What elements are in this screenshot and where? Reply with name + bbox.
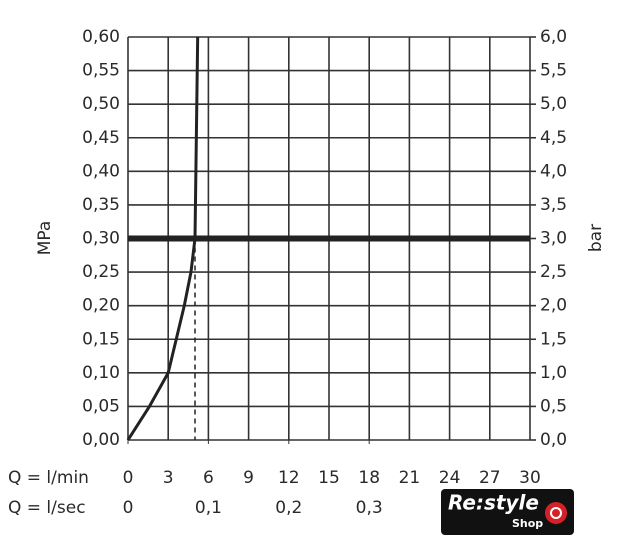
logo-icon-ring <box>550 507 562 519</box>
y2-tick-label: 1,0 <box>540 363 567 383</box>
x-tick-label: 0 <box>123 468 134 488</box>
y2-tick-label: 3,0 <box>540 229 567 249</box>
logo-icon <box>545 502 567 524</box>
x2-tick-label: 0 <box>123 498 134 518</box>
y-tick-label: 0,60 <box>82 27 120 47</box>
y2-tick-label: 2,0 <box>540 296 567 316</box>
x2-axis-label: Q = l/sec <box>8 498 86 518</box>
x-tick-label: 6 <box>203 468 214 488</box>
y-tick-label: 0,45 <box>82 128 120 148</box>
y-tick-label: 0,40 <box>82 161 120 181</box>
y2-tick-label: 1,5 <box>540 329 567 349</box>
x2-tick-label: 0,1 <box>195 498 222 518</box>
x-tick-label: 9 <box>243 468 254 488</box>
y-tick-label: 0,35 <box>82 195 120 215</box>
x-tick-label: 21 <box>399 468 421 488</box>
y-tick-label: 0,55 <box>82 61 120 81</box>
y2-tick-label: 5,5 <box>540 61 567 81</box>
y-tick-label: 0,05 <box>82 396 120 416</box>
x-tick-label: 18 <box>358 468 380 488</box>
y2-tick-label: 4,5 <box>540 128 567 148</box>
x2-tick-label: 0,2 <box>275 498 302 518</box>
y2-tick-label: 2,5 <box>540 262 567 282</box>
y-tick-label: 0,00 <box>82 430 120 450</box>
x-tick-label: 12 <box>278 468 300 488</box>
y2-tick-label: 6,0 <box>540 27 567 47</box>
y-tick-label: 0,10 <box>82 363 120 383</box>
y2-tick-label: 5,0 <box>540 94 567 114</box>
y2-tick-label: 0,0 <box>540 430 567 450</box>
x-tick-label: 30 <box>519 468 541 488</box>
y2-tick-label: 0,5 <box>540 396 567 416</box>
logo-sub: Shop <box>512 517 543 530</box>
logo-text: Re:style <box>448 491 539 515</box>
y2-tick-label: 3,5 <box>540 195 567 215</box>
y2-tick-label: 4,0 <box>540 161 567 181</box>
flow-curve <box>126 36 200 441</box>
logo: Re:style Shop <box>441 489 574 535</box>
x-tick-label: 27 <box>479 468 501 488</box>
logo-box <box>441 489 574 535</box>
y2-axis-label: bar <box>586 224 606 252</box>
y-axis-label: MPa <box>35 221 55 256</box>
x-tick-label: 15 <box>318 468 340 488</box>
y-tick-label: 0,30 <box>82 229 120 249</box>
y-tick-label: 0,20 <box>82 296 120 316</box>
y-tick-label: 0,50 <box>82 94 120 114</box>
x-axis-label: Q = l/min <box>8 468 89 488</box>
y-tick-label: 0,25 <box>82 262 120 282</box>
x-tick-label: 24 <box>439 468 461 488</box>
x-tick-label: 3 <box>163 468 174 488</box>
x2-tick-label: 0,3 <box>356 498 383 518</box>
y-tick-label: 0,15 <box>82 329 120 349</box>
